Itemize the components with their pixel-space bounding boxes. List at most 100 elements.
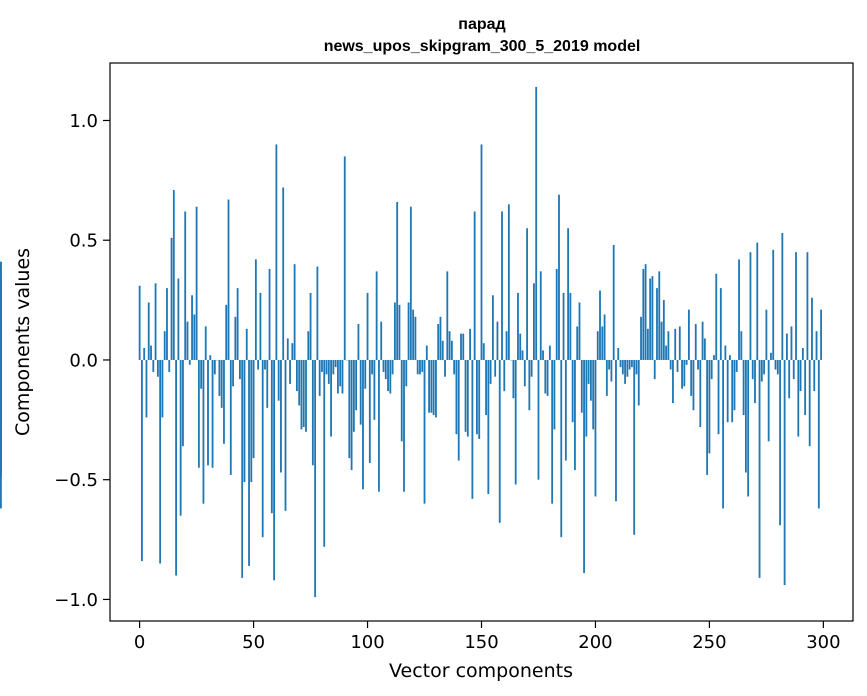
bar-123	[419, 359, 421, 375]
bar-253	[715, 273, 718, 360]
bar-230	[662, 300, 665, 360]
bar-289	[797, 359, 800, 437]
bar-236	[676, 359, 679, 372]
bar-121	[414, 316, 417, 360]
bar-250	[708, 359, 711, 454]
bar-260	[731, 359, 734, 423]
bar-288	[795, 252, 797, 360]
bar-95	[355, 359, 358, 411]
bar-12	[166, 288, 168, 360]
bar-266	[744, 359, 747, 473]
bar-240	[685, 359, 688, 365]
bar-277	[770, 352, 772, 360]
bar-170	[526, 228, 528, 360]
bar-84	[330, 359, 332, 437]
bar-290	[799, 359, 802, 392]
bar-169	[523, 359, 526, 387]
bar-282	[781, 233, 784, 360]
bar-272	[758, 359, 761, 578]
bar-128	[430, 359, 433, 413]
bar-78	[316, 266, 319, 360]
bar-247	[701, 321, 704, 360]
bar-175	[537, 359, 540, 480]
bar-undefined	[0, 328, 2, 360]
bar-51	[254, 259, 257, 360]
bar-212	[621, 359, 624, 375]
bar-223	[646, 328, 649, 360]
bar-221	[642, 268, 645, 360]
bar-113	[396, 201, 399, 360]
bar-225	[651, 276, 654, 360]
bar-278	[772, 249, 775, 360]
bar-269	[751, 359, 754, 380]
bar-208	[612, 245, 615, 360]
y-axis-label: Components values	[12, 248, 34, 436]
bar-197	[587, 359, 590, 384]
bar-21	[186, 321, 189, 360]
bar-97	[359, 359, 362, 425]
bar-39	[227, 199, 230, 360]
bar-56	[266, 359, 269, 408]
bar-125	[423, 359, 426, 504]
bar-285	[788, 359, 791, 399]
bar-103	[373, 359, 376, 420]
bar-248	[703, 338, 706, 360]
chart-title-line-1: парад	[458, 16, 505, 33]
bar-229	[660, 321, 663, 360]
bar-112	[393, 302, 396, 360]
bar-150	[480, 144, 483, 360]
bar-130	[435, 359, 437, 418]
bar-228	[658, 271, 661, 360]
bar-68	[293, 264, 296, 360]
bar-92	[348, 359, 351, 459]
bar-298	[817, 359, 820, 509]
y-tick-label: 1.0	[69, 111, 98, 132]
bar-249	[706, 359, 709, 475]
bar-196	[585, 359, 588, 437]
bar-31	[209, 355, 212, 360]
bar-182	[553, 359, 556, 430]
bar-46	[243, 359, 246, 483]
bar-204	[603, 314, 606, 360]
bar-141	[460, 333, 462, 360]
bar-279	[774, 359, 777, 370]
bar-139	[455, 359, 458, 435]
bar-153	[487, 359, 490, 495]
bar-143	[464, 359, 467, 432]
bar-47	[245, 328, 248, 360]
bar-238	[681, 359, 683, 389]
bar-7	[154, 283, 157, 360]
bar-106	[380, 321, 383, 360]
bar-63	[282, 187, 285, 360]
bar-193	[578, 302, 581, 360]
bar-213	[624, 359, 626, 384]
bar-201	[596, 331, 599, 360]
bar-40	[229, 359, 232, 475]
bar-172	[530, 359, 533, 377]
bar-30	[207, 359, 209, 466]
bar-205	[605, 359, 608, 396]
bar-62	[280, 359, 282, 473]
bar-287	[792, 359, 795, 380]
bar-171	[528, 359, 531, 411]
bar-87	[337, 359, 339, 394]
bar-119	[409, 206, 412, 360]
bar-36	[220, 359, 223, 408]
x-tick-label: 300	[806, 632, 840, 653]
bar-234	[672, 359, 674, 404]
bar-160	[503, 359, 506, 392]
bar-18	[179, 359, 182, 516]
bar-233	[669, 359, 672, 370]
bar-133	[441, 340, 444, 360]
y-axis: −1.0 −0.5 0.0 0.5 1.0	[54, 111, 110, 611]
bar-296	[813, 359, 816, 392]
bar-25	[195, 206, 198, 360]
bar-undefined	[0, 359, 2, 475]
bar-29	[204, 326, 207, 360]
bar-292	[804, 359, 807, 416]
x-tick-label: 150	[464, 632, 498, 653]
bar-124	[421, 359, 424, 372]
bar-3	[145, 359, 148, 418]
bar-206	[608, 359, 611, 370]
